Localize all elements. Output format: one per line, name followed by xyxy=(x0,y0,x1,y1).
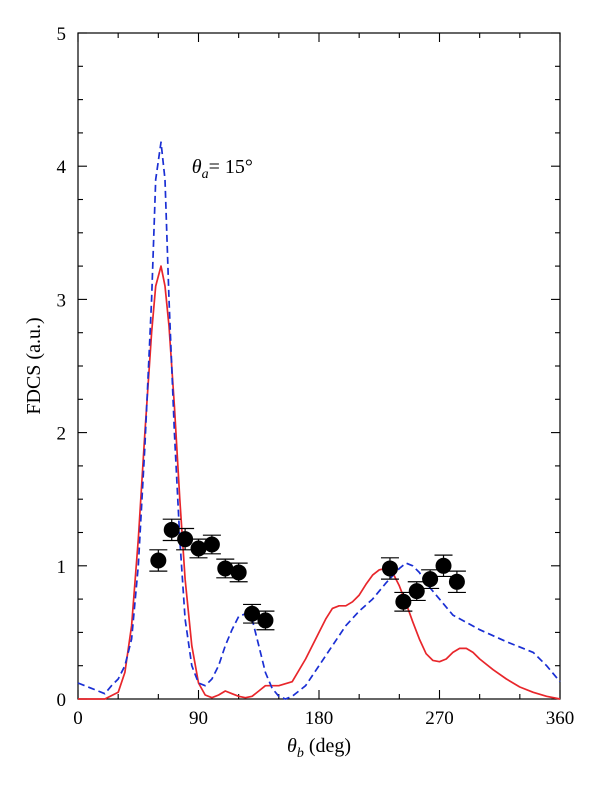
x-axis-label-subscript: b xyxy=(297,746,304,761)
data-point xyxy=(163,521,180,538)
x-axis-label: θb (deg) xyxy=(287,735,351,761)
x-axis-label-symbol: θ xyxy=(287,735,297,757)
theta-a-annotation: θa= 15° xyxy=(192,156,253,182)
data-point xyxy=(203,536,220,553)
x-tick-label: 180 xyxy=(305,708,334,729)
y-tick-label: 5 xyxy=(57,24,67,45)
data-point xyxy=(408,583,425,600)
plot-frame xyxy=(77,32,561,700)
data-point xyxy=(230,564,247,581)
data-point xyxy=(381,560,398,577)
data-point xyxy=(257,612,274,629)
data-point xyxy=(177,531,194,548)
data-point xyxy=(395,593,412,610)
y-tick-label: 0 xyxy=(57,690,67,711)
x-tick-label: 360 xyxy=(546,708,575,729)
x-tick-label: 270 xyxy=(425,708,454,729)
annotation-symbol: θ xyxy=(192,156,202,178)
x-axis-label-unit: (deg) xyxy=(304,735,351,757)
tick-labels: 0 90 180 270 360 0 1 2 3 4 5 xyxy=(57,24,575,729)
annotation-value: = 15° xyxy=(209,156,253,178)
y-tick-label: 2 xyxy=(57,424,67,445)
axis-ticks xyxy=(77,32,561,700)
y-tick-label: 3 xyxy=(57,290,67,311)
model-curves xyxy=(77,141,561,700)
data-point xyxy=(448,573,465,590)
data-point xyxy=(244,605,261,622)
data-point xyxy=(190,540,207,557)
y-tick-label: 4 xyxy=(57,157,67,178)
data-point xyxy=(150,552,167,569)
x-tick-label: 0 xyxy=(73,708,83,729)
experimental-points xyxy=(149,518,466,631)
annotation-subscript: a xyxy=(202,167,209,182)
solid-red-curve xyxy=(78,265,561,700)
dashed-blue-curve xyxy=(77,141,561,700)
y-axis-label: FDCS (a.u.) xyxy=(23,317,45,414)
data-point xyxy=(435,557,452,574)
x-tick-label: 90 xyxy=(189,708,208,729)
data-point xyxy=(217,560,234,577)
data-point xyxy=(422,571,439,588)
y-tick-label: 1 xyxy=(57,557,67,578)
